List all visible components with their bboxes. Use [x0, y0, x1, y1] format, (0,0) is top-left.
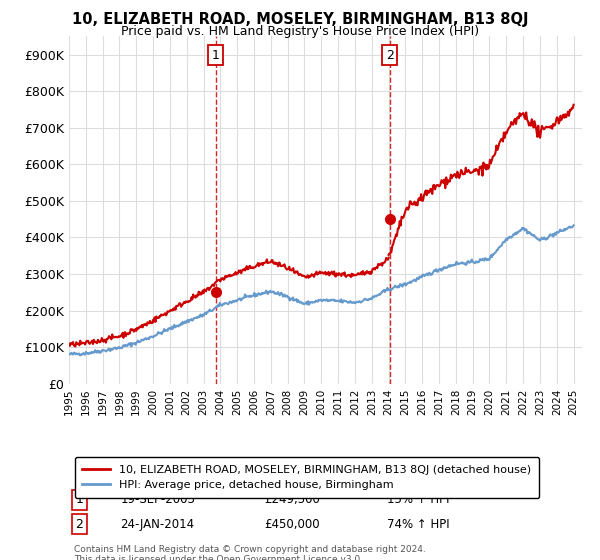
Text: 1: 1 — [212, 49, 220, 62]
Text: Price paid vs. HM Land Registry's House Price Index (HPI): Price paid vs. HM Land Registry's House … — [121, 25, 479, 38]
Text: 74% ↑ HPI: 74% ↑ HPI — [387, 517, 449, 531]
Text: 15% ↑ HPI: 15% ↑ HPI — [387, 493, 449, 506]
Text: £450,000: £450,000 — [264, 517, 320, 531]
Text: £249,500: £249,500 — [264, 493, 320, 506]
Text: 24-JAN-2014: 24-JAN-2014 — [121, 517, 194, 531]
Text: 19-SEP-2003: 19-SEP-2003 — [121, 493, 195, 506]
Text: 2: 2 — [386, 49, 394, 62]
Text: 10, ELIZABETH ROAD, MOSELEY, BIRMINGHAM, B13 8QJ: 10, ELIZABETH ROAD, MOSELEY, BIRMINGHAM,… — [72, 12, 528, 27]
Text: 1: 1 — [76, 493, 83, 506]
Text: 2: 2 — [76, 517, 83, 531]
Text: Contains HM Land Registry data © Crown copyright and database right 2024.
This d: Contains HM Land Registry data © Crown c… — [74, 545, 426, 560]
Legend: 10, ELIZABETH ROAD, MOSELEY, BIRMINGHAM, B13 8QJ (detached house), HPI: Average : 10, ELIZABETH ROAD, MOSELEY, BIRMINGHAM,… — [74, 457, 539, 498]
